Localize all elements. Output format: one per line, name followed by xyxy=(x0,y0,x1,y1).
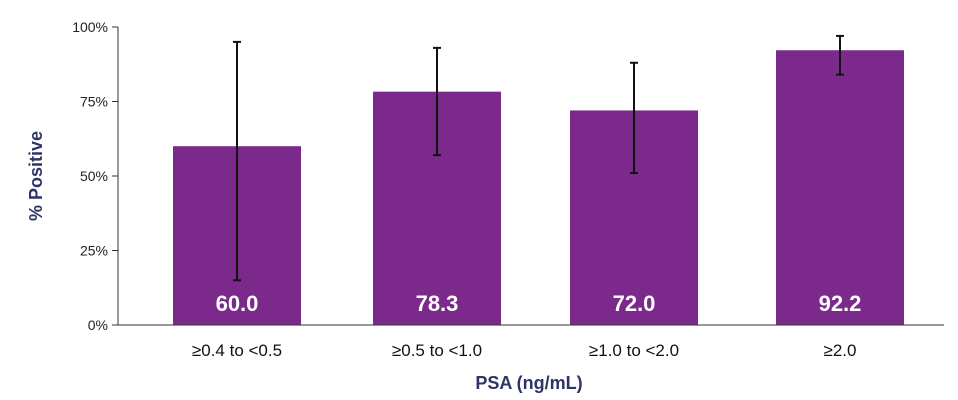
x-category-label: ≥0.5 to <1.0 xyxy=(392,341,482,360)
y-tick-label: 50% xyxy=(80,168,108,184)
error-bars xyxy=(233,34,844,282)
bar-data-label: 72.0 xyxy=(613,291,656,316)
y-axis-title: % Positive xyxy=(26,131,46,221)
y-tick-label: 25% xyxy=(80,243,108,259)
bars xyxy=(173,50,904,326)
y-tick-label: 100% xyxy=(72,19,108,35)
y-tick-label: 75% xyxy=(80,94,108,110)
x-axis-category-labels: ≥0.4 to <0.5 ≥0.5 to <1.0 ≥1.0 to <2.0 ≥2.0 xyxy=(192,341,857,360)
x-axis-title: PSA (ng/mL) xyxy=(475,373,582,393)
x-category-label: ≥2.0 xyxy=(824,341,857,360)
bar-data-label: 60.0 xyxy=(216,291,259,316)
x-category-label: ≥1.0 to <2.0 xyxy=(589,341,679,360)
x-category-label: ≥0.4 to <0.5 xyxy=(192,341,282,360)
bar xyxy=(776,50,904,326)
bar-data-label: 92.2 xyxy=(819,291,862,316)
data-labels: 60.0 78.3 72.0 92.2 xyxy=(216,291,862,316)
y-axis-ticks: 0% 25% 50% 75% 100% xyxy=(72,19,118,333)
y-tick-label: 0% xyxy=(88,317,108,333)
bar-data-label: 78.3 xyxy=(416,291,459,316)
